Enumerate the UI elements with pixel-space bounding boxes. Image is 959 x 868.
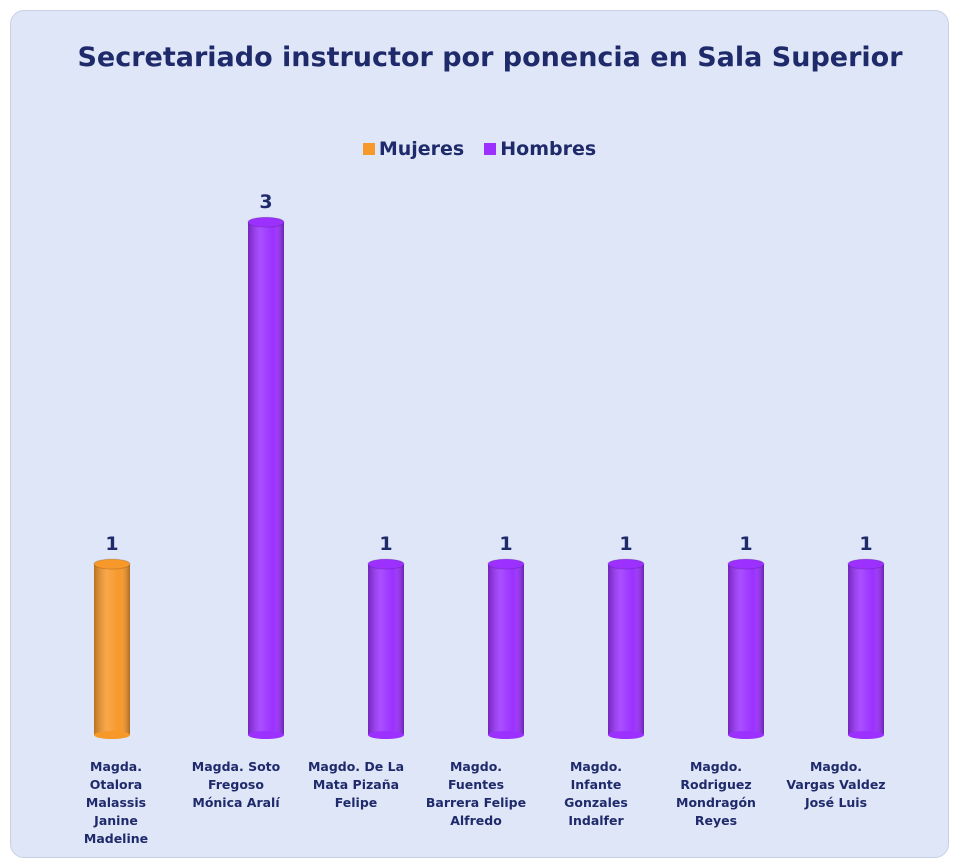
bar-top bbox=[367, 558, 405, 570]
legend-swatch bbox=[484, 143, 497, 155]
x-tick-label: Magda. Soto Fregoso Mónica Aralí bbox=[191, 759, 281, 810]
legend-label: Mujeres bbox=[378, 138, 465, 160]
bar-top bbox=[93, 558, 131, 570]
bar-base bbox=[368, 731, 404, 739]
data-label: 3 bbox=[259, 191, 272, 213]
chart-title: Secretariado instructor por ponencia en … bbox=[77, 42, 903, 73]
bar-shade bbox=[94, 564, 130, 735]
bar-shade bbox=[248, 222, 284, 735]
legend-item: Hombres bbox=[484, 138, 596, 160]
x-tick-label: Magdo. Vargas Valdez José Luis bbox=[786, 759, 886, 810]
legend: Mujeres Hombres bbox=[0, 138, 959, 160]
x-tick-label: Magdo. Infante Gonzales Indalfer bbox=[564, 759, 628, 828]
data-label: 1 bbox=[859, 533, 872, 555]
data-label: 1 bbox=[739, 533, 752, 555]
bar-base bbox=[608, 731, 644, 739]
bar-base bbox=[728, 731, 764, 739]
bar-shade bbox=[368, 564, 404, 735]
bar-shade bbox=[488, 564, 524, 735]
bar-shade bbox=[608, 564, 644, 735]
bar-base bbox=[848, 731, 884, 739]
x-tick-label: Magdo. Fuentes Barrera Felipe Alfredo bbox=[425, 759, 527, 828]
bar-shade bbox=[728, 564, 764, 735]
bar-base bbox=[94, 731, 130, 739]
bar-top bbox=[727, 558, 765, 570]
bar-top bbox=[247, 216, 285, 228]
x-tick-label: Magdo. De La Mata Pizaña Felipe bbox=[307, 759, 405, 810]
x-tick-label: Magdo. Rodriguez Mondragón Reyes bbox=[676, 759, 756, 828]
bar-top bbox=[487, 558, 525, 570]
bar-shade bbox=[848, 564, 884, 735]
bar-top bbox=[847, 558, 885, 570]
data-label: 1 bbox=[499, 533, 512, 555]
x-tick-label: Magda. Otalora Malassis Janine Madeline bbox=[83, 759, 149, 846]
data-label: 1 bbox=[379, 533, 392, 555]
chart-panel bbox=[10, 10, 949, 858]
bar-top bbox=[607, 558, 645, 570]
bar-base bbox=[248, 731, 284, 739]
data-label: 1 bbox=[619, 533, 632, 555]
legend-item: Mujeres bbox=[362, 138, 465, 160]
bar-base bbox=[488, 731, 524, 739]
legend-label: Hombres bbox=[500, 138, 597, 160]
data-label: 1 bbox=[105, 533, 118, 555]
legend-swatch bbox=[362, 143, 375, 155]
